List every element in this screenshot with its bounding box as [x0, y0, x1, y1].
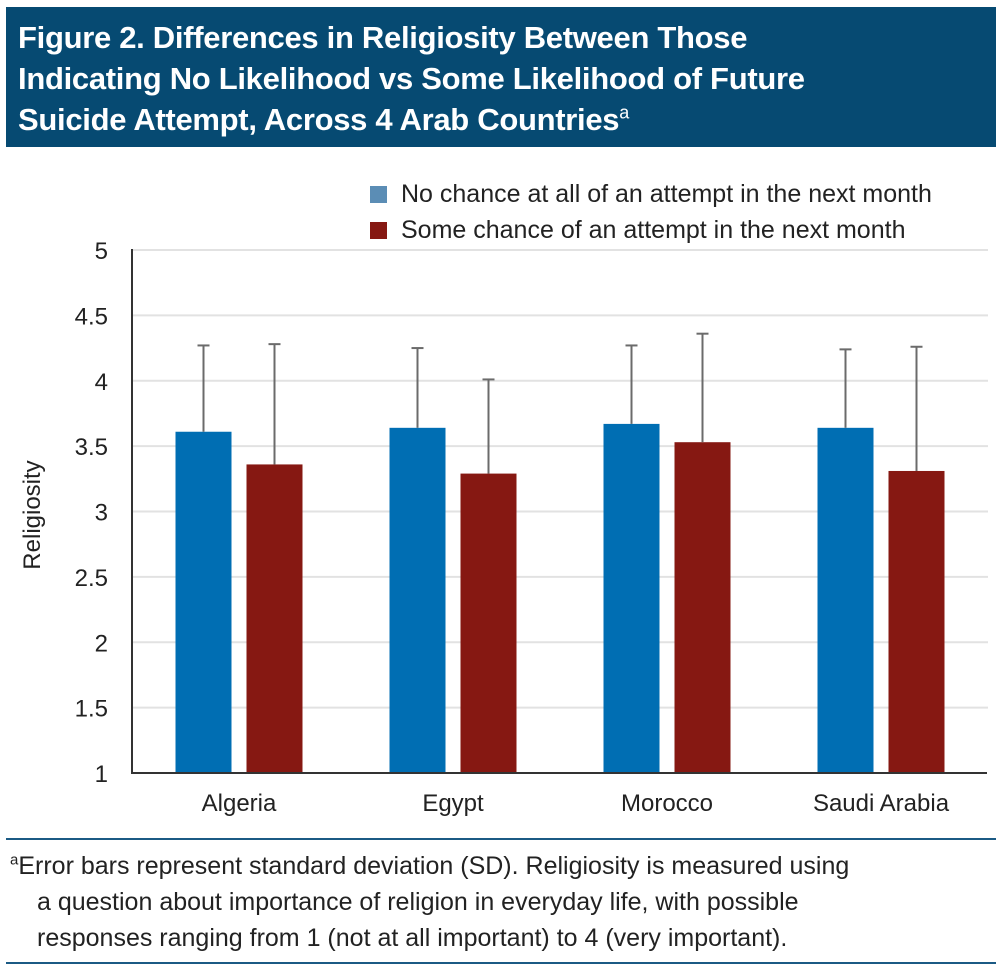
- legend-label-some-chance: Some chance of an attempt in the next mo…: [401, 215, 906, 244]
- bar-some-chance: [888, 470, 945, 773]
- y-tick-label: 1: [95, 761, 108, 788]
- title-line-3-text: Suicide Attempt, Across 4 Arab Countries: [18, 102, 620, 137]
- bar-no-chance: [175, 431, 232, 773]
- title-line-1: Figure 2. Differences in Religiosity Bet…: [18, 20, 748, 55]
- footnote: aError bars represent standard deviation…: [10, 848, 1000, 956]
- x-tick-label: Morocco: [621, 790, 713, 817]
- y-tick-label: 3: [95, 500, 108, 527]
- y-tick-label: 4: [95, 369, 108, 396]
- x-tick-label: Egypt: [422, 790, 484, 817]
- y-tick-label: 2: [95, 630, 108, 657]
- bar-some-chance: [674, 442, 731, 773]
- y-tick-label: 5: [95, 238, 108, 265]
- footnote-line-3: responses ranging from 1 (not at all imp…: [37, 924, 788, 952]
- bar-no-chance: [389, 427, 446, 773]
- x-tick-label: Saudi Arabia: [813, 790, 950, 817]
- footnote-bottom-rule: [6, 962, 996, 964]
- bars: [175, 423, 945, 773]
- bar-no-chance: [603, 423, 660, 773]
- bar-some-chance: [460, 473, 517, 773]
- y-tick-label: 4.5: [75, 303, 108, 330]
- axes: [131, 249, 987, 774]
- bar-some-chance: [246, 464, 303, 773]
- legend-label-no-chance: No chance at all of an attempt in the ne…: [401, 179, 932, 208]
- y-tick-label: 1.5: [75, 696, 108, 723]
- title-line-2: Indicating No Likelihood vs Some Likelih…: [18, 61, 805, 96]
- footnote-marker: a: [10, 851, 19, 869]
- y-tick-label: 3.5: [75, 434, 108, 461]
- legend-swatch-some-chance: [370, 221, 387, 239]
- bar-chart: 1 1.5 2 2.5 3 3.5 4 4.5 5 Algeria Egypt Morocco Sau…: [19, 238, 988, 817]
- legend-item-some-chance: Some chance of an attempt in the next mo…: [370, 212, 932, 248]
- footnote-line-1: aError bars represent standard deviation…: [10, 848, 1000, 884]
- legend-swatch-no-chance: [370, 185, 387, 203]
- legend-item-no-chance: No chance at all of an attempt in the ne…: [370, 176, 932, 212]
- y-axis-label: Religiosity: [19, 460, 46, 569]
- error-bars: [197, 332, 923, 474]
- y-tick-labels: 1 1.5 2 2.5 3 3.5 4 4.5 5: [75, 238, 108, 788]
- chart-legend: No chance at all of an attempt in the ne…: [370, 176, 932, 248]
- footnote-line-1-text: Error bars represent standard deviation …: [18, 852, 850, 880]
- footnote-line-2: a question about importance of religion …: [37, 888, 799, 916]
- y-tick-label: 2.5: [75, 565, 108, 592]
- title-footnote-marker: a: [619, 102, 629, 123]
- x-tick-label: Algeria: [202, 790, 277, 817]
- footnote-top-rule: [6, 838, 996, 840]
- figure-title: Figure 2. Differences in Religiosity Bet…: [6, 7, 996, 147]
- bar-no-chance: [817, 427, 874, 773]
- x-tick-labels: Algeria Egypt Morocco Saudi Arabia: [202, 790, 950, 817]
- title-line-3: Suicide Attempt, Across 4 Arab Countries…: [18, 99, 996, 140]
